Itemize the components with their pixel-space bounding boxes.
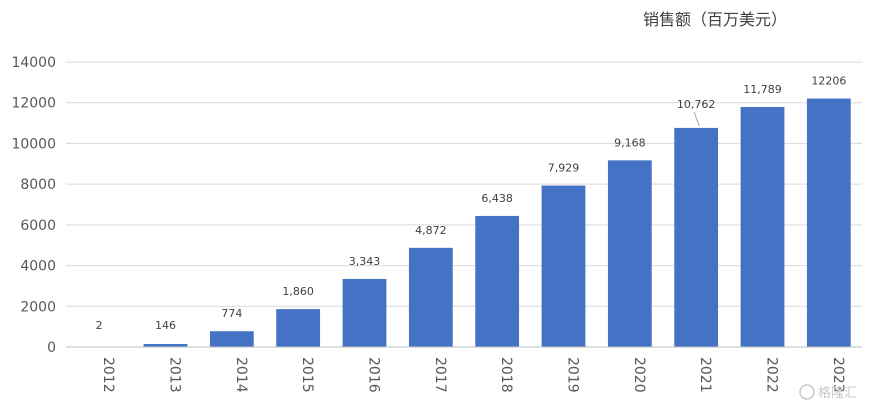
bars — [77, 99, 850, 347]
data-label: 12206 — [811, 75, 846, 88]
watermark-logo-icon — [800, 385, 814, 399]
data-label: 3,343 — [349, 255, 381, 268]
x-tick-label: 2021 — [697, 357, 713, 393]
data-labels: 2 146 774 1,860 3,343 4,872 6,438 7,929 9,168 10,… — [96, 75, 847, 332]
data-label: 9,168 — [614, 136, 646, 149]
watermark: 格隆汇 — [800, 385, 857, 401]
y-tick-label: 6000 — [20, 218, 56, 234]
y-axis-ticks: 0 2000 4000 6000 8000 10000 12000 14000 — [11, 55, 56, 356]
x-tick-label: 2022 — [764, 357, 780, 393]
chart-title: 销售额（百万美元） — [643, 10, 787, 29]
y-tick-label: 2000 — [20, 299, 56, 315]
bar-2019 — [542, 186, 586, 347]
data-label: 10,762 — [677, 98, 716, 111]
bar-2016 — [343, 279, 387, 347]
data-label-leader — [694, 112, 699, 126]
x-tick-label: 2015 — [299, 357, 315, 393]
x-tick-label: 2016 — [366, 357, 382, 393]
x-tick-label: 2020 — [631, 357, 647, 393]
x-tick-label: 2019 — [565, 357, 581, 393]
data-label: 1,860 — [282, 285, 314, 298]
y-tick-label: 10000 — [11, 136, 56, 152]
data-label: 7,929 — [548, 162, 580, 175]
y-tick-label: 8000 — [20, 177, 56, 193]
bar-2023 — [807, 99, 851, 347]
x-tick-label: 2014 — [233, 357, 249, 393]
data-label: 11,789 — [743, 83, 782, 96]
y-tick-label: 0 — [47, 340, 56, 356]
bar-2021 — [674, 128, 718, 347]
data-label: 6,438 — [481, 192, 513, 205]
y-tick-label: 4000 — [20, 259, 56, 275]
y-tick-label: 14000 — [11, 55, 56, 71]
data-label: 146 — [155, 319, 176, 332]
x-axis-ticks: 2012 2013 2014 2015 2016 2017 2018 2019 2020 2021… — [100, 357, 846, 393]
y-tick-label: 12000 — [11, 96, 56, 112]
data-label: 2 — [96, 319, 103, 332]
bar-2018 — [475, 216, 519, 347]
bar-2017 — [409, 248, 453, 347]
x-tick-label: 2012 — [100, 357, 116, 393]
watermark-text: 格隆汇 — [818, 385, 857, 401]
x-tick-label: 2017 — [432, 357, 448, 393]
data-label: 4,872 — [415, 224, 447, 237]
bar-2015 — [276, 309, 320, 347]
bar-2020 — [608, 160, 652, 347]
data-label: 774 — [221, 307, 242, 320]
x-tick-label: 2013 — [167, 357, 183, 393]
bar-2022 — [741, 107, 785, 347]
x-tick-label: 2018 — [498, 357, 514, 393]
bar-2014 — [210, 331, 254, 347]
